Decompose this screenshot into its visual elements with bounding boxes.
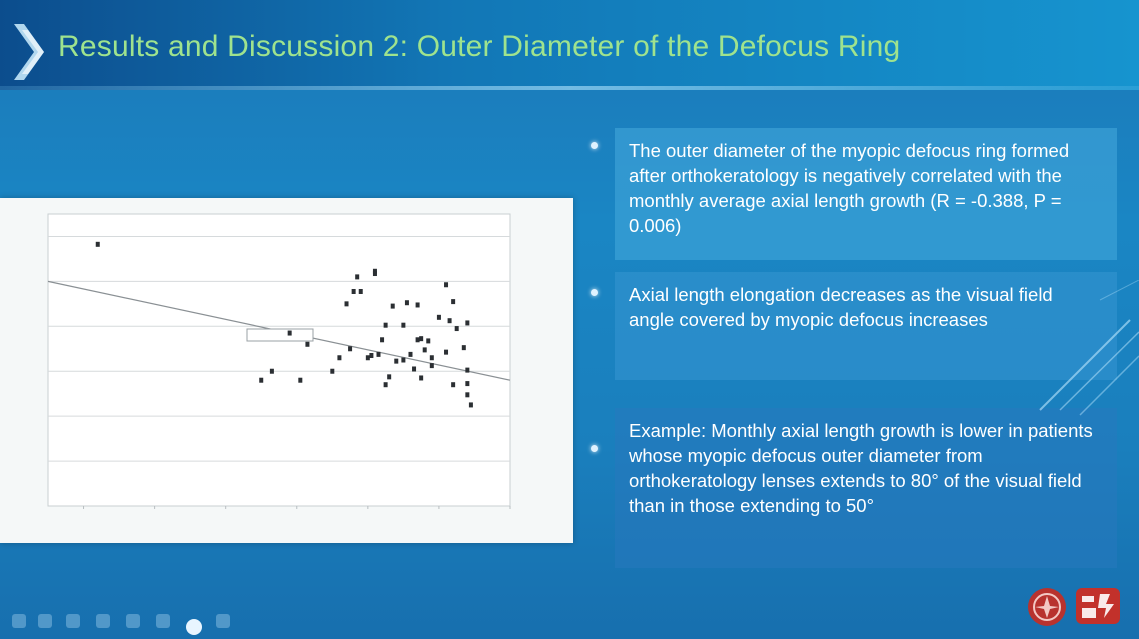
data-point — [415, 302, 420, 308]
data-point — [351, 288, 356, 294]
data-point — [383, 382, 388, 388]
data-point — [465, 367, 470, 373]
data-point — [394, 358, 399, 364]
data-point — [429, 363, 434, 369]
data-point — [337, 355, 342, 361]
data-point — [426, 338, 431, 344]
presentation-controls — [0, 600, 1139, 639]
data-point — [369, 353, 374, 359]
bullet-icon — [591, 289, 598, 296]
data-point — [408, 351, 413, 357]
data-point — [465, 381, 470, 387]
data-point — [355, 274, 360, 280]
data-point — [387, 374, 392, 380]
data-point — [468, 402, 473, 408]
data-point — [419, 336, 424, 342]
data-point — [419, 375, 424, 381]
bullet-text-correlation: The outer diameter of the myopic defocus… — [629, 140, 1070, 236]
data-point — [451, 299, 456, 305]
data-point — [447, 318, 452, 324]
data-point — [454, 326, 459, 332]
data-point — [344, 301, 349, 307]
bullet-text-elongation: Axial length elongation decreases as the… — [629, 284, 1053, 330]
equation-label-box — [246, 328, 314, 342]
bullet-text-example: Example: Monthly axial length growth is … — [629, 420, 1093, 516]
text-box-elongation: Axial length elongation decreases as the… — [615, 272, 1117, 380]
data-point — [461, 345, 466, 351]
data-point — [372, 268, 377, 274]
data-point — [269, 368, 274, 374]
bullet-icon — [591, 142, 598, 149]
data-point — [298, 377, 303, 383]
zoom-icon[interactable] — [126, 614, 140, 628]
scatter-chart — [0, 198, 573, 543]
data-point — [412, 366, 417, 372]
data-point — [358, 288, 363, 294]
data-point — [415, 337, 420, 343]
data-point — [376, 351, 381, 357]
data-point — [436, 314, 441, 320]
data-point — [305, 341, 310, 347]
menu-icon[interactable] — [216, 614, 230, 628]
more-options-icon[interactable] — [156, 614, 170, 628]
data-point — [444, 349, 449, 355]
data-point — [429, 355, 434, 361]
seal-logo-icon — [1028, 588, 1066, 626]
data-point — [465, 392, 470, 398]
data-point — [390, 303, 395, 309]
next-slide-icon[interactable] — [38, 614, 52, 628]
data-point — [422, 347, 427, 353]
title-band: Results and Discussion 2: Outer Diameter… — [0, 0, 1139, 90]
data-point — [259, 377, 264, 383]
conference-logo-icon — [1076, 588, 1120, 624]
chevron-right-icon — [14, 24, 44, 80]
data-point — [401, 322, 406, 328]
data-point — [365, 355, 370, 361]
data-point — [95, 241, 100, 247]
data-point — [444, 282, 449, 288]
data-point — [330, 368, 335, 374]
data-point — [404, 300, 409, 306]
decorative-streaks — [1039, 280, 1139, 416]
data-point — [451, 382, 456, 388]
data-point — [465, 320, 470, 326]
data-point — [401, 357, 406, 363]
data-point — [348, 346, 353, 352]
data-point — [383, 322, 388, 328]
scatter-plot — [47, 213, 511, 509]
text-box-example: Example: Monthly axial length growth is … — [615, 408, 1117, 568]
pointer-tool-icon[interactable] — [186, 619, 202, 635]
pen-tool-icon[interactable] — [66, 614, 80, 628]
text-box-correlation: The outer diameter of the myopic defocus… — [615, 128, 1117, 260]
bullet-icon — [591, 445, 598, 452]
slide-title: Results and Discussion 2: Outer Diameter… — [58, 30, 901, 63]
data-point — [380, 337, 385, 343]
prev-slide-icon[interactable] — [12, 614, 26, 628]
slides-grid-icon[interactable] — [96, 614, 110, 628]
data-point — [287, 330, 292, 336]
plot-area — [47, 213, 511, 507]
